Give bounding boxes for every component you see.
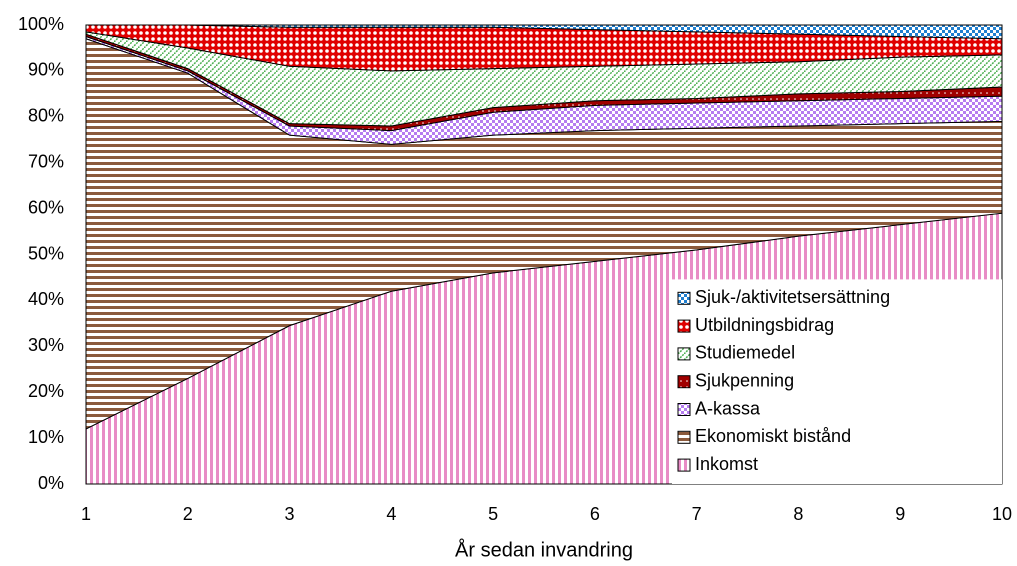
legend-label: Utbildningsbidrag	[695, 315, 834, 335]
legend-box	[672, 279, 1002, 484]
legend-swatch	[677, 403, 691, 416]
legend-swatch	[677, 291, 691, 305]
legend-label: Sjukpenning	[695, 370, 794, 390]
y-tick-label: 80%	[28, 106, 64, 126]
y-tick-label: 100%	[18, 14, 64, 34]
y-tick-label: 30%	[28, 335, 64, 355]
legend-label: Ekonomiskt bistånd	[695, 426, 851, 446]
x-tick-label: 3	[285, 504, 295, 524]
legend-label: Studiemedel	[695, 343, 795, 363]
y-tick-label: 70%	[28, 151, 64, 171]
legend-label: Inkomst	[695, 454, 758, 474]
y-tick-label: 0%	[38, 473, 64, 493]
x-tick-label: 10	[992, 504, 1012, 524]
x-tick-label: 6	[590, 504, 600, 524]
x-tick-label: 4	[386, 504, 396, 524]
y-tick-label: 90%	[28, 60, 64, 80]
x-tick-label: 8	[793, 504, 803, 524]
y-tick-label: 40%	[28, 289, 64, 309]
y-tick-label: 60%	[28, 197, 64, 217]
legend-label: Sjuk-/aktivitetsersättning	[695, 287, 890, 307]
legend-swatch	[677, 458, 691, 472]
x-tick-label: 1	[81, 504, 91, 524]
legend-swatch	[677, 375, 691, 389]
legend-swatch	[677, 347, 691, 361]
x-tick-label: 9	[895, 504, 905, 524]
x-tick-label: 2	[183, 504, 193, 524]
y-tick-label: 10%	[28, 427, 64, 447]
x-tick-label: 7	[692, 504, 702, 524]
legend-swatch	[677, 319, 691, 333]
x-tick-label: 5	[488, 504, 498, 524]
y-tick-label: 50%	[28, 243, 64, 263]
legend-label: A-kassa	[695, 398, 761, 418]
legend-swatch	[677, 430, 691, 444]
y-tick-label: 20%	[28, 381, 64, 401]
x-axis-title: År sedan invandring	[455, 538, 633, 561]
area	[86, 24, 1003, 40]
